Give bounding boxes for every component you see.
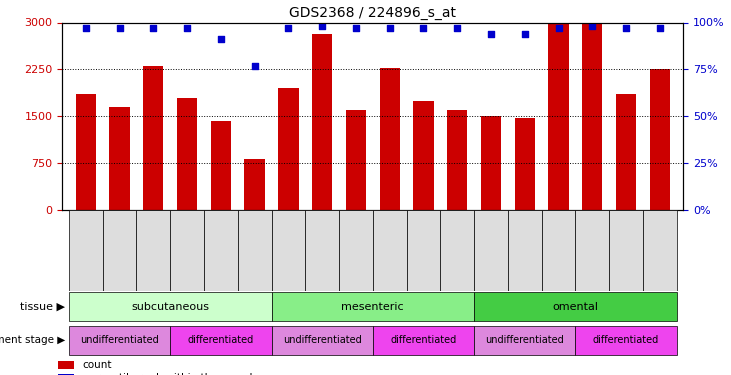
Point <box>654 25 666 31</box>
Text: development stage ▶: development stage ▶ <box>0 335 65 345</box>
Point <box>553 25 564 31</box>
Bar <box>582 24 602 210</box>
Bar <box>413 100 433 210</box>
Bar <box>244 159 265 210</box>
Bar <box>58 374 74 375</box>
Point <box>417 25 429 31</box>
Point <box>586 23 598 29</box>
Text: tissue ▶: tissue ▶ <box>20 302 65 312</box>
Bar <box>440 210 474 291</box>
Bar <box>204 210 238 291</box>
Text: count: count <box>83 360 112 370</box>
Bar <box>102 210 137 291</box>
Bar <box>69 292 271 321</box>
Point <box>350 25 362 31</box>
Bar <box>575 210 609 291</box>
Bar <box>643 210 677 291</box>
Point <box>215 36 227 42</box>
Bar <box>271 292 474 321</box>
Bar <box>279 88 298 210</box>
Text: differentiated: differentiated <box>188 335 254 345</box>
Bar <box>508 210 542 291</box>
Text: undifferentiated: undifferentiated <box>485 335 564 345</box>
Point <box>114 25 126 31</box>
Bar <box>575 326 677 355</box>
Text: omental: omental <box>553 302 599 312</box>
Text: undifferentiated: undifferentiated <box>283 335 362 345</box>
Bar <box>306 210 339 291</box>
Bar <box>69 326 170 355</box>
Bar <box>58 361 74 369</box>
Text: subcutaneous: subcutaneous <box>131 302 209 312</box>
Point <box>148 25 159 31</box>
Bar <box>474 326 575 355</box>
Bar <box>143 66 164 210</box>
Bar <box>474 210 508 291</box>
Bar <box>312 34 333 210</box>
Text: undifferentiated: undifferentiated <box>80 335 159 345</box>
Bar <box>271 326 373 355</box>
Bar <box>650 69 670 210</box>
Bar <box>379 68 400 210</box>
Bar <box>548 24 569 210</box>
Text: differentiated: differentiated <box>593 335 659 345</box>
Point <box>451 25 463 31</box>
Bar <box>170 326 271 355</box>
Bar <box>542 210 575 291</box>
Bar <box>609 210 643 291</box>
Bar <box>211 121 231 210</box>
Text: differentiated: differentiated <box>390 335 457 345</box>
Bar <box>339 210 373 291</box>
Point <box>181 25 193 31</box>
Point <box>519 31 531 37</box>
Bar <box>515 118 535 210</box>
Bar <box>616 94 636 210</box>
Bar <box>481 116 501 210</box>
Text: mesenteric: mesenteric <box>341 302 404 312</box>
Title: GDS2368 / 224896_s_at: GDS2368 / 224896_s_at <box>289 6 456 20</box>
Text: percentile rank within the sample: percentile rank within the sample <box>83 373 259 375</box>
Bar <box>474 292 677 321</box>
Point <box>249 63 260 69</box>
Bar <box>373 210 406 291</box>
Point <box>485 31 497 37</box>
Bar <box>373 326 474 355</box>
Bar <box>346 110 366 210</box>
Point <box>80 25 91 31</box>
Bar <box>137 210 170 291</box>
Point <box>620 25 632 31</box>
Bar <box>170 210 204 291</box>
Bar <box>406 210 440 291</box>
Bar <box>177 98 197 210</box>
Bar <box>447 110 467 210</box>
Point <box>283 25 295 31</box>
Point <box>317 23 328 29</box>
Bar <box>75 94 96 210</box>
Bar <box>238 210 271 291</box>
Bar <box>110 107 129 210</box>
Bar <box>271 210 306 291</box>
Point <box>384 25 395 31</box>
Bar <box>69 210 102 291</box>
